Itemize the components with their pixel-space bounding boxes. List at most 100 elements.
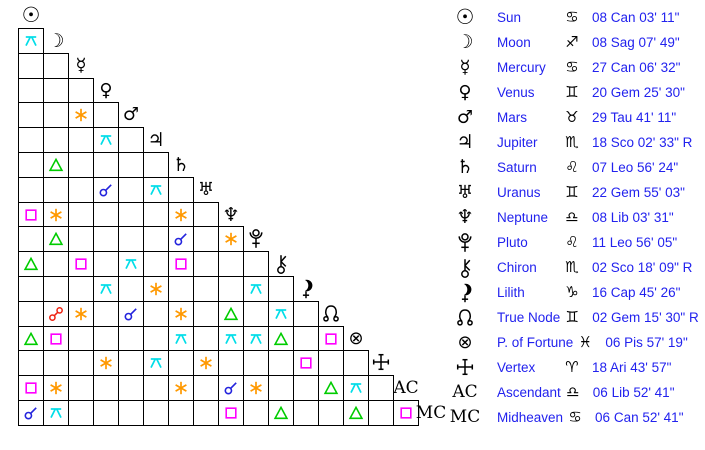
aspect-cell-uranus-jupiter <box>143 177 169 203</box>
diagonal-chiron <box>268 251 294 277</box>
square-aspect-icon <box>400 407 412 419</box>
aspect-cell-mars-sun <box>18 102 44 128</box>
legend-position-value: 08 Sag 07' 49" <box>592 35 680 50</box>
aspect-cell-ascendant-uranus <box>193 375 219 401</box>
legend-row-saturn: ♄ Saturn ♌ 07 Leo 56' 24" <box>450 155 699 180</box>
aspect-cell-ascendant-chiron <box>268 375 294 401</box>
aspect-cell-jupiter-moon <box>43 127 69 153</box>
legend-planet-name: Mars <box>497 110 527 125</box>
aspect-cell-p-of-fortune-moon <box>43 326 69 352</box>
aspect-cell-uranus-mercury <box>68 177 94 203</box>
neptune-icon: ♆ <box>222 203 240 226</box>
legend-icon-uranus: ♅ <box>450 183 480 202</box>
legend-icon-p-of-fortune: ⊗ <box>450 333 480 352</box>
legend-position-value: 08 Lib 03' 31" <box>592 210 674 225</box>
sextile-aspect-icon <box>50 208 62 222</box>
legend-position-value: 22 Gem 55' 03" <box>592 185 685 200</box>
diagonal-true-node <box>318 301 344 327</box>
aspect-cell-true-node-sun <box>18 301 44 327</box>
node-icon <box>457 308 473 326</box>
aspect-cell-saturn-venus <box>93 152 119 178</box>
aspect-cell-vertex-sun <box>18 350 44 376</box>
aspect-cell-lilith-pluto <box>243 276 269 302</box>
aspect-cell-midheaven-p-of-fortune <box>343 400 369 426</box>
aspect-cell-chiron-pluto <box>243 251 269 277</box>
legend-row-mercury: ☿ Mercury ♋ 27 Can 06' 32" <box>450 55 699 80</box>
legend-planet-name: Saturn <box>497 160 537 175</box>
aspect-cell-p-of-fortune-jupiter <box>143 326 169 352</box>
gemini-sign-icon: ♊ <box>565 83 579 101</box>
legend-planet-name: Neptune <box>497 210 549 225</box>
aspect-cell-lilith-neptune <box>218 276 244 302</box>
aspect-cell-ascendant-pluto <box>243 375 269 401</box>
aspect-cell-vertex-neptune <box>218 350 244 376</box>
legend-position-value: 20 Gem 25' 30" <box>592 85 685 100</box>
mars-icon: ♂ <box>122 104 140 125</box>
ac-icon: AC <box>452 382 478 402</box>
aspect-cell-true-node-pluto <box>243 301 269 327</box>
legend-planet-name: Jupiter <box>497 135 538 150</box>
cancer-sign-icon: ♋ <box>568 408 582 426</box>
trine-aspect-icon <box>23 256 39 271</box>
legend-icon-neptune: ♆ <box>450 208 480 227</box>
trine-aspect-icon <box>348 405 364 420</box>
aspect-cell-p-of-fortune-mercury <box>68 326 94 352</box>
aspect-cell-neptune-mercury <box>68 202 94 228</box>
legend-row-midheaven: MC Midheaven ♋ 06 Can 52' 41" <box>450 405 699 430</box>
aspect-cell-chiron-venus <box>93 251 119 277</box>
aspect-cell-ascendant-lilith <box>293 375 319 401</box>
aspect-cell-midheaven-moon <box>43 400 69 426</box>
legend-row-ascendant: AC Ascendant ♎ 06 Lib 52' 41" <box>450 380 699 405</box>
quincunx-aspect-icon <box>100 135 112 145</box>
aspect-cell-pluto-mercury <box>68 226 94 252</box>
diagonal-mercury: ☿ <box>68 53 94 79</box>
aspect-cell-lilith-chiron <box>268 276 294 302</box>
legend-planet-name: Mercury <box>497 60 546 75</box>
aspect-cell-true-node-neptune <box>218 301 244 327</box>
saturn-icon: ♄ <box>456 156 474 178</box>
conjunction-aspect-icon <box>174 233 187 246</box>
legend-row-pluto: Pluto ♌ 11 Leo 56' 05" <box>450 230 699 255</box>
vertex-icon <box>372 353 390 371</box>
aspect-cell-ascendant-p-of-fortune <box>343 375 369 401</box>
aspect-cell-mars-moon <box>43 102 69 128</box>
conjunction-aspect-icon <box>224 382 237 395</box>
square-aspect-icon <box>75 258 87 270</box>
legend-planet-name: Ascendant <box>497 385 561 400</box>
aspect-cell-jupiter-venus <box>93 127 119 153</box>
mc-icon: MC <box>415 402 447 423</box>
aspect-cell-true-node-chiron <box>268 301 294 327</box>
trine-aspect-icon <box>323 380 339 395</box>
legend-position-value: 29 Tau 41' 11" <box>592 110 677 125</box>
aspect-cell-venus-moon <box>43 78 69 104</box>
aspect-cell-vertex-mars <box>118 350 144 376</box>
taurus-sign-icon: ♉ <box>565 108 579 126</box>
cancer-sign-icon: ♋ <box>565 8 579 26</box>
aspect-cell-moon-sun <box>18 28 44 54</box>
quincunx-aspect-icon <box>175 334 187 344</box>
aspect-cell-midheaven-pluto <box>243 400 269 426</box>
diagonal-midheaven: MC <box>415 400 447 426</box>
sextile-aspect-icon <box>175 381 187 395</box>
aspect-cell-pluto-mars <box>118 226 144 252</box>
aspect-cell-midheaven-mercury <box>68 400 94 426</box>
quincunx-aspect-icon <box>100 284 112 294</box>
planet-position-legend: ☉ Sun ♋ 08 Can 03' 11" ☽ Moon ♐ 08 Sag 07' 49" ☿… <box>450 5 699 430</box>
chiron-icon <box>277 255 287 274</box>
aspect-cell-saturn-mercury <box>68 152 94 178</box>
aspect-cell-chiron-mars <box>118 251 144 277</box>
sextile-aspect-icon <box>175 307 187 321</box>
aspect-cell-venus-sun <box>18 78 44 104</box>
diagonal-jupiter: ♃ <box>143 127 169 153</box>
quincunx-aspect-icon <box>150 358 162 368</box>
trine-aspect-icon <box>273 405 289 420</box>
sextile-aspect-icon <box>175 208 187 222</box>
aspect-cell-mars-venus <box>93 102 119 128</box>
chiron-icon <box>461 258 471 278</box>
legend-row-lilith: Lilith ♑ 16 Cap 45' 26" <box>450 280 699 305</box>
diagonal-uranus: ♅ <box>193 177 219 203</box>
neptune-icon: ♆ <box>456 206 474 228</box>
aspect-cell-p-of-fortune-sun <box>18 326 44 352</box>
lilith-icon <box>296 279 313 299</box>
scorpio-sign-icon: ♏ <box>565 258 579 276</box>
